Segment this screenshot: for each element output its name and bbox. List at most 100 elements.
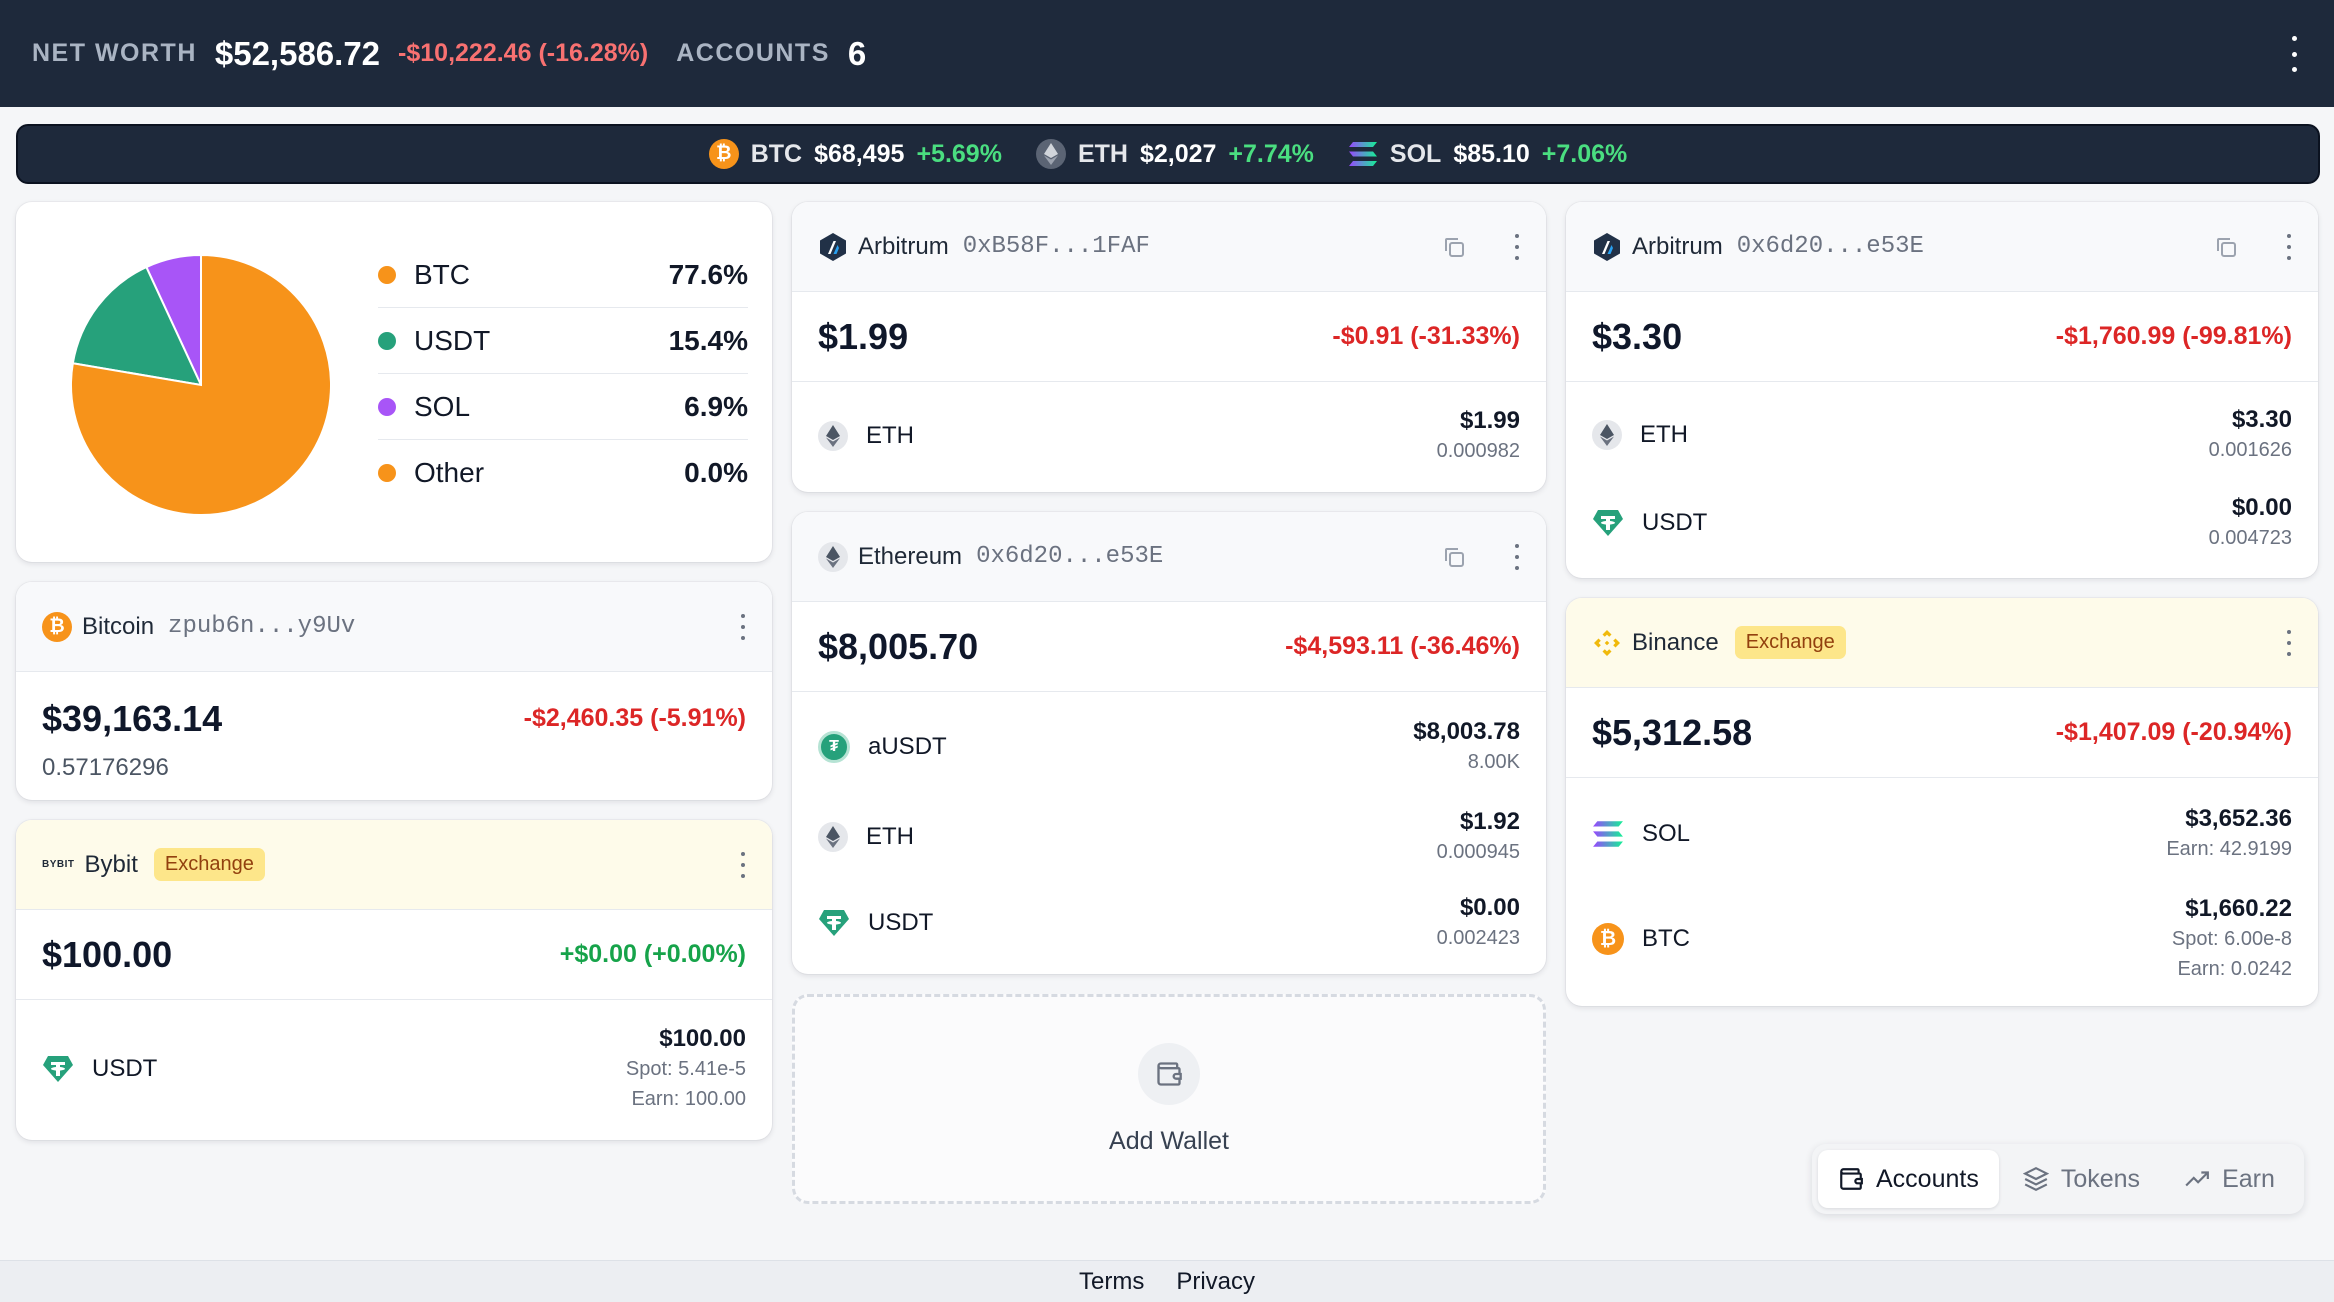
vertical-dots-icon[interactable]: [1512, 544, 1522, 570]
exchange-badge: Exchange: [153, 848, 265, 881]
wallet-header: Binance Exchange: [1566, 598, 2318, 688]
asset-row-usdt[interactable]: USDT $100.00 Spot: 5.41e-5 Earn: 100.00: [16, 1000, 772, 1138]
wallet-header: Arbitrum 0x6d20...e53E: [1566, 202, 2318, 292]
ethereum-icon: [818, 421, 848, 451]
wallet-change: -$1,407.09 (-20.94%): [2055, 718, 2292, 746]
tab-accounts[interactable]: Accounts: [1818, 1150, 1999, 1208]
tab-tokens[interactable]: Tokens: [2003, 1150, 2160, 1208]
wallet-balance: $1.99: [818, 315, 909, 357]
ticker-change: +7.06%: [1541, 139, 1628, 168]
vertical-dots-icon[interactable]: [1512, 234, 1522, 260]
wallet-header: Arbitrum 0xB58F...1FAF: [792, 202, 1546, 292]
asset-value: $3,652.36: [2185, 805, 2292, 832]
binance-icon: [1592, 628, 1622, 658]
asset-row-usdt[interactable]: USDT $0.00 0.002423: [792, 880, 1546, 966]
add-wallet-button[interactable]: Add Wallet: [792, 994, 1546, 1204]
accounts-count: 6: [847, 34, 867, 72]
arbitrum-icon: [1592, 232, 1622, 262]
net-worth-change: -$10,222.46 (-16.28%): [398, 39, 649, 67]
tab-earn[interactable]: Earn: [2164, 1150, 2295, 1208]
asset-amount: 0.004723: [2208, 527, 2292, 549]
wallet-card-bitcoin[interactable]: ₿ Bitcoin zpub6n...y9Uv $39,163.14 0.571…: [16, 582, 772, 800]
wallet-name: Binance: [1632, 628, 1719, 656]
asset-amount: 0.001626: [2208, 439, 2292, 461]
wallet-card-binance[interactable]: Binance Exchange $5,312.58 -$1,407.09 (-…: [1566, 598, 2318, 1006]
asset-amount: 0.000945: [1436, 841, 1520, 863]
asset-name: SOL: [1642, 820, 1691, 847]
privacy-link[interactable]: Privacy: [1176, 1267, 1256, 1295]
copy-icon[interactable]: [1442, 235, 1466, 259]
layers-icon: [2022, 1166, 2049, 1192]
legend-name: USDT: [414, 324, 491, 356]
tab-label: Accounts: [1876, 1164, 1979, 1193]
asset-name: USDT: [1642, 509, 1708, 536]
wallet-card-arbitrum-2[interactable]: Arbitrum 0x6d20...e53E $3.30 -$1,760.99 …: [1566, 202, 2318, 578]
wallet-name: Bitcoin: [82, 612, 155, 640]
legend-item-other: Other 0.0%: [378, 440, 748, 506]
allocation-card: BTC 77.6% USDT 15.4% SOL 6.9% Other 0.0%: [16, 202, 772, 562]
legend-dot: [378, 331, 396, 350]
wallet-change: -$0.91 (-31.33%): [1332, 322, 1520, 350]
wallet-balance-row: $5,312.58 -$1,407.09 (-20.94%): [1566, 688, 2318, 778]
wallet-balance: $100.00: [42, 933, 173, 975]
asset-spot: Spot: 6.00e-8: [2171, 928, 2292, 950]
asset-value: $1,660.22: [2185, 895, 2292, 922]
wallet-address: zpub6n...y9Uv: [168, 613, 356, 640]
asset-row-ausdt[interactable]: ₮ aUSDT $8,003.78 8.00K: [792, 700, 1546, 794]
asset-row-btc[interactable]: ₿ BTC $1,660.22 Spot: 6.00e-8 Earn: 0.02…: [1566, 884, 2318, 994]
tether-icon: [1592, 509, 1624, 537]
asset-row-eth[interactable]: ETH $1.99 0.000982: [792, 382, 1546, 490]
add-wallet-label: Add Wallet: [1109, 1126, 1229, 1155]
asset-value: $0.00: [2231, 494, 2292, 521]
vertical-dots-icon[interactable]: [2284, 630, 2294, 656]
asset-row-sol[interactable]: SOL $3,652.36 Earn: 42.9199: [1566, 784, 2318, 884]
ticker-price: $2,027: [1139, 139, 1217, 168]
ethereum-icon: [1035, 139, 1066, 169]
price-ticker: ₿ BTC $68,495 +5.69% ETH $2,027 +7.74% S…: [16, 124, 2320, 184]
tether-icon: [42, 1055, 74, 1083]
vertical-dots-icon[interactable]: [2284, 234, 2294, 260]
copy-icon[interactable]: [1442, 545, 1466, 569]
copy-icon[interactable]: [2214, 235, 2238, 259]
ticker-price: $85.10: [1453, 139, 1530, 168]
asset-row-eth[interactable]: ETH $3.30 0.001626: [1566, 386, 2318, 484]
wallet-balance: $5,312.58: [1592, 711, 1753, 753]
legend-pct: 6.9%: [684, 390, 748, 422]
ticker-eth: ETH $2,027 +7.74%: [1035, 139, 1314, 169]
wallet-card-arbitrum[interactable]: Arbitrum 0xB58F...1FAF $1.99 -$0.91 (-31…: [792, 202, 1546, 492]
wallet-name: Ethereum: [858, 542, 963, 570]
ticker-change: +7.74%: [1228, 139, 1314, 168]
bitcoin-icon: ₿: [708, 139, 739, 169]
ethereum-icon: [818, 541, 848, 572]
wallet-change: -$1,760.99 (-99.81%): [2055, 322, 2292, 350]
asset-value: $1.99: [1459, 407, 1520, 434]
terms-link[interactable]: Terms: [1078, 1267, 1145, 1295]
asset-row-eth[interactable]: ETH $1.92 0.000945: [792, 794, 1546, 880]
vertical-dots-icon[interactable]: [738, 852, 748, 878]
asset-spot: Spot: 5.41e-5: [625, 1058, 746, 1080]
asset-amount: 8.00K: [1467, 751, 1520, 773]
wallet-name: Arbitrum: [1632, 232, 1723, 260]
legend-item-btc: BTC 77.6%: [378, 242, 748, 308]
vertical-dots-icon[interactable]: [738, 614, 748, 640]
asset-row-usdt[interactable]: USDT $0.00 0.004723: [1566, 484, 2318, 562]
wallet-icon: [1138, 1042, 1200, 1105]
wallet-card-ethereum[interactable]: Ethereum 0x6d20...e53E $8,005.70 -$4,593…: [792, 512, 1546, 974]
exchange-badge: Exchange: [1734, 626, 1846, 659]
wallet-card-bybit[interactable]: BYBIT Bybit Exchange $100.00 +$0.00 (+0.…: [16, 820, 772, 1140]
vertical-dots-icon[interactable]: [2288, 36, 2300, 72]
ticker-symbol: SOL: [1389, 139, 1442, 168]
tether-icon: [818, 909, 850, 937]
legend-pct: 77.6%: [668, 258, 748, 290]
wallet-address: 0x6d20...e53E: [976, 543, 1164, 570]
asset-earn: Earn: 42.9199: [2166, 838, 2292, 860]
top-bar: NET WORTH $52,586.72 -$10,222.46 (-16.28…: [0, 0, 2334, 107]
asset-name: USDT: [868, 909, 934, 936]
asset-name: ETH: [866, 823, 914, 850]
net-worth-value: $52,586.72: [214, 34, 381, 72]
wallet-balance: $3.30: [1592, 315, 1683, 357]
legend-item-sol: SOL 6.9%: [378, 374, 748, 440]
asset-value: $3.30: [2231, 406, 2292, 433]
wallet-address: 0x6d20...e53E: [1736, 233, 1924, 260]
solana-icon: [1348, 141, 1378, 167]
